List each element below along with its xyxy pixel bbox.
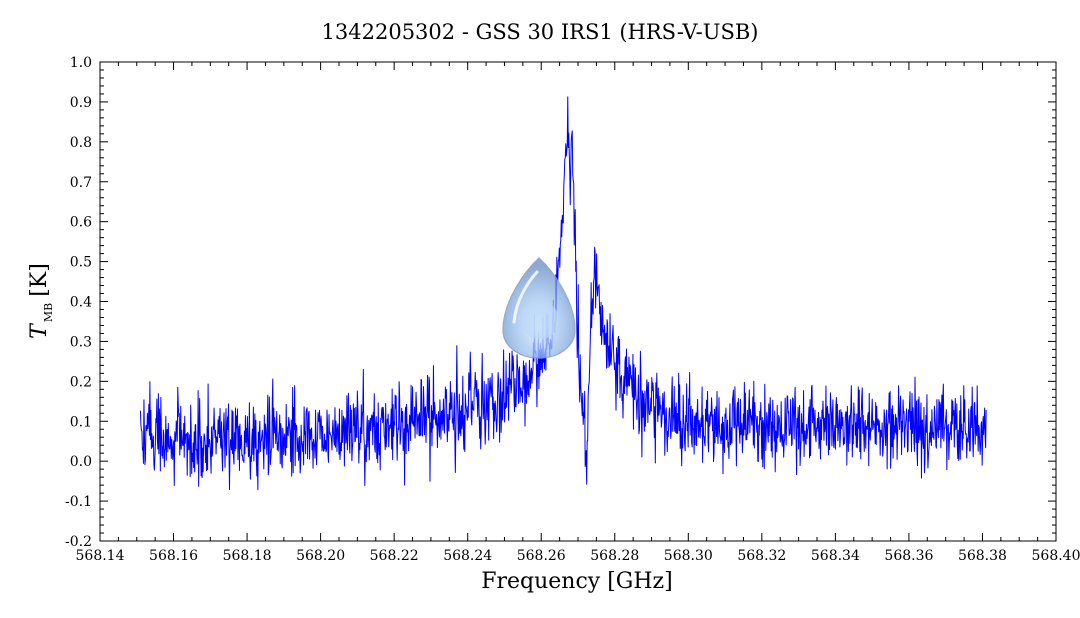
y-tick-label: 0.5 <box>70 255 92 271</box>
x-tick-label: 568.40 <box>1032 548 1080 564</box>
x-tick-label: 568.26 <box>517 548 566 564</box>
y-axis: -0.2 -0.1 0.0 0.1 0.2 0.3 0.4 0.5 0.6 0.7 0.8 0.9 1.… <box>65 55 1056 550</box>
y-tick-label: 0.1 <box>70 414 92 430</box>
y-tick-label: 0.4 <box>70 295 92 311</box>
svg-text:TMB[K]: TMB [K] <box>27 263 55 339</box>
y-axis-unit: [K] <box>27 263 52 297</box>
x-tick-label: 568.30 <box>664 548 713 564</box>
x-tick-label: 568.38 <box>958 548 1007 564</box>
y-axis-symbol: T <box>27 322 52 339</box>
y-tick-label: 0.3 <box>70 334 92 350</box>
x-tick-label: 568.36 <box>884 548 933 564</box>
droplet-icon <box>502 257 576 359</box>
y-tick-label: 0.8 <box>70 135 92 151</box>
chart-title: 1342205302 - GSS 30 IRS1 (HRS-V-USB) <box>322 20 759 44</box>
x-tick-label: 568.18 <box>223 548 272 564</box>
x-tick-label: 568.32 <box>737 548 786 564</box>
x-tick-label: 568.34 <box>811 548 860 564</box>
x-tick-label: 568.16 <box>149 548 198 564</box>
y-tick-label: -0.1 <box>65 494 92 510</box>
spectrum-line <box>139 96 987 491</box>
x-axis: 568.14 568.16 568.18 568.20 568.22 568.24 568.… <box>76 62 1080 564</box>
x-tick-label: 568.20 <box>296 548 345 564</box>
y-tick-label: 0.2 <box>70 374 92 390</box>
x-tick-label: 568.28 <box>590 548 639 564</box>
x-axis-title: Frequency [GHz] <box>481 569 673 594</box>
y-axis-title: TMB [K] <box>27 263 55 339</box>
y-tick-label: 0.0 <box>70 454 92 470</box>
x-tick-label: 568.14 <box>76 548 125 564</box>
x-tick-label: 568.24 <box>443 548 492 564</box>
y-tick-label: 0.6 <box>70 215 92 231</box>
y-tick-label: 0.9 <box>70 95 92 111</box>
y-axis-subscript: MB <box>42 303 55 322</box>
y-tick-label: -0.2 <box>65 534 92 550</box>
x-tick-label: 568.22 <box>370 548 419 564</box>
y-tick-label: 1.0 <box>70 55 92 71</box>
y-tick-label: 0.7 <box>70 175 92 191</box>
plot-area <box>139 96 987 491</box>
